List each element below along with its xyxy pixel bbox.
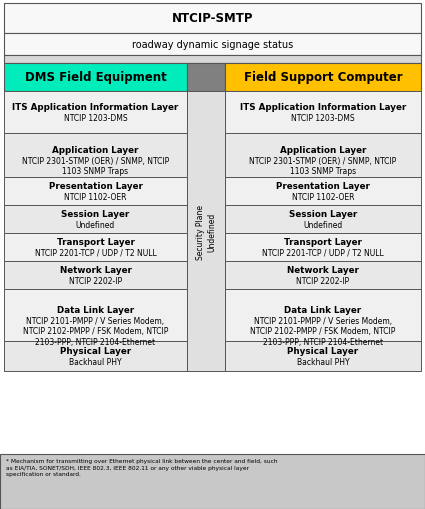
Text: NTCIP 2202-IP: NTCIP 2202-IP (296, 276, 349, 286)
Text: Data Link Layer: Data Link Layer (284, 305, 362, 315)
Bar (225, 342, 421, 371)
Bar (225, 134, 421, 178)
Bar (4, 56, 421, 64)
Text: NTCIP 2201-TCP / UDP / T2 NULL: NTCIP 2201-TCP / UDP / T2 NULL (34, 248, 156, 258)
Text: NTCIP-SMTP: NTCIP-SMTP (172, 13, 253, 25)
Text: Presentation Layer: Presentation Layer (48, 182, 142, 191)
Text: NTCIP 2101-PMPP / V Series Modem,
NTCIP 2102-PMPP / FSK Modem, NTCIP
2103-PPP, N: NTCIP 2101-PMPP / V Series Modem, NTCIP … (23, 317, 168, 346)
Bar (225, 206, 421, 234)
Text: ITS Application Information Layer: ITS Application Information Layer (240, 103, 406, 112)
Text: NTCIP 1203-DMS: NTCIP 1203-DMS (291, 114, 355, 123)
Bar (225, 290, 421, 342)
Bar (4, 64, 187, 92)
Bar (4, 92, 187, 134)
Text: Field Support Computer: Field Support Computer (244, 71, 402, 84)
Text: Backhaul PHY: Backhaul PHY (297, 357, 349, 366)
Text: Physical Layer: Physical Layer (287, 346, 359, 355)
Bar (225, 92, 421, 134)
Text: Undefined: Undefined (303, 220, 343, 230)
Bar (4, 342, 187, 371)
Text: Undefined: Undefined (76, 220, 115, 230)
Text: Transport Layer: Transport Layer (57, 238, 134, 246)
Text: Physical Layer: Physical Layer (60, 346, 131, 355)
Bar (4, 206, 187, 234)
Text: * Mechanism for transmitting over Ethernet physical link between the center and : * Mechanism for transmitting over Ethern… (6, 458, 278, 476)
Bar (4, 262, 187, 290)
Bar (4, 34, 421, 56)
Text: Presentation Layer: Presentation Layer (276, 182, 370, 191)
Text: roadway dynamic signage status: roadway dynamic signage status (132, 40, 293, 50)
Text: Backhaul PHY: Backhaul PHY (69, 357, 122, 366)
Text: Application Layer: Application Layer (52, 146, 139, 155)
Text: Network Layer: Network Layer (60, 266, 131, 274)
Text: Transport Layer: Transport Layer (284, 238, 362, 246)
Text: NTCIP 2201-TCP / UDP / T2 NULL: NTCIP 2201-TCP / UDP / T2 NULL (262, 248, 384, 258)
Text: NTCIP 2301-STMP (OER) / SNMP, NTCIP
1103 SNMP Traps: NTCIP 2301-STMP (OER) / SNMP, NTCIP 1103… (249, 157, 397, 176)
Text: NTCIP 1203-DMS: NTCIP 1203-DMS (64, 114, 128, 123)
Text: NTCIP 1102-OER: NTCIP 1102-OER (292, 192, 354, 202)
Bar (187, 92, 225, 371)
Bar (4, 4, 421, 34)
Bar (225, 64, 421, 92)
Bar (0, 454, 425, 509)
Text: NTCIP 2301-STMP (OER) / SNMP, NTCIP
1103 SNMP Traps: NTCIP 2301-STMP (OER) / SNMP, NTCIP 1103… (22, 157, 169, 176)
Bar (225, 178, 421, 206)
Bar (225, 234, 421, 262)
Text: Data Link Layer: Data Link Layer (57, 305, 134, 315)
Text: Session Layer: Session Layer (289, 210, 357, 218)
Bar (4, 234, 187, 262)
Bar (4, 290, 187, 342)
Text: Application Layer: Application Layer (280, 146, 366, 155)
Bar (187, 64, 225, 92)
Text: Session Layer: Session Layer (61, 210, 130, 218)
Text: Security Plane
Undefined: Security Plane Undefined (196, 204, 216, 259)
Bar (4, 178, 187, 206)
Text: ITS Application Information Layer: ITS Application Information Layer (12, 103, 178, 112)
Text: Network Layer: Network Layer (287, 266, 359, 274)
Bar (4, 134, 187, 178)
Text: NTCIP 2202-IP: NTCIP 2202-IP (69, 276, 122, 286)
Bar (225, 262, 421, 290)
Text: DMS Field Equipment: DMS Field Equipment (25, 71, 166, 84)
Text: NTCIP 1102-OER: NTCIP 1102-OER (64, 192, 127, 202)
Text: NTCIP 2101-PMPP / V Series Modem,
NTCIP 2102-PMPP / FSK Modem, NTCIP
2103-PPP, N: NTCIP 2101-PMPP / V Series Modem, NTCIP … (250, 317, 396, 346)
